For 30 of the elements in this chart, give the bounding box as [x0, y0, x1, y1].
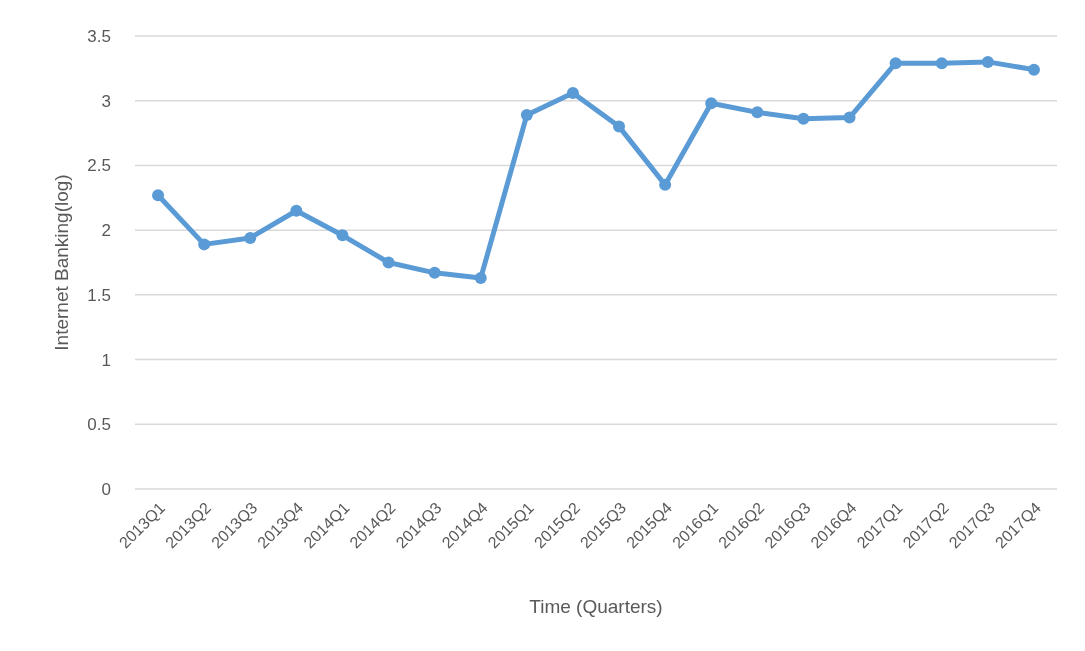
y-tick-label: 2	[101, 221, 111, 241]
point	[152, 189, 165, 202]
y-tick-label: 0.5	[87, 415, 111, 435]
y-axis-title: Internet Banking(log)	[51, 174, 72, 351]
point	[382, 256, 395, 269]
point	[797, 112, 810, 125]
y-tick-label: 2.5	[87, 156, 111, 176]
point	[935, 57, 948, 70]
point	[566, 86, 579, 99]
y-tick-label: 0	[101, 479, 111, 499]
point	[613, 120, 626, 133]
y-tick-label: 1.5	[87, 285, 111, 305]
y-tick-label: 1	[101, 350, 111, 370]
point	[244, 231, 257, 244]
y-tick-label: 3.5	[87, 26, 111, 46]
point	[751, 106, 764, 119]
point	[981, 55, 994, 68]
point	[290, 204, 303, 217]
x-axis-title: Time (Quarters)	[529, 596, 663, 617]
point	[520, 108, 533, 121]
point	[474, 272, 487, 285]
point	[1027, 63, 1040, 76]
point	[198, 238, 211, 251]
point	[336, 229, 349, 242]
point	[843, 111, 856, 124]
point	[705, 97, 718, 110]
point	[428, 266, 441, 279]
point	[889, 57, 902, 70]
y-tick-label: 3	[101, 91, 111, 111]
point	[659, 178, 672, 191]
